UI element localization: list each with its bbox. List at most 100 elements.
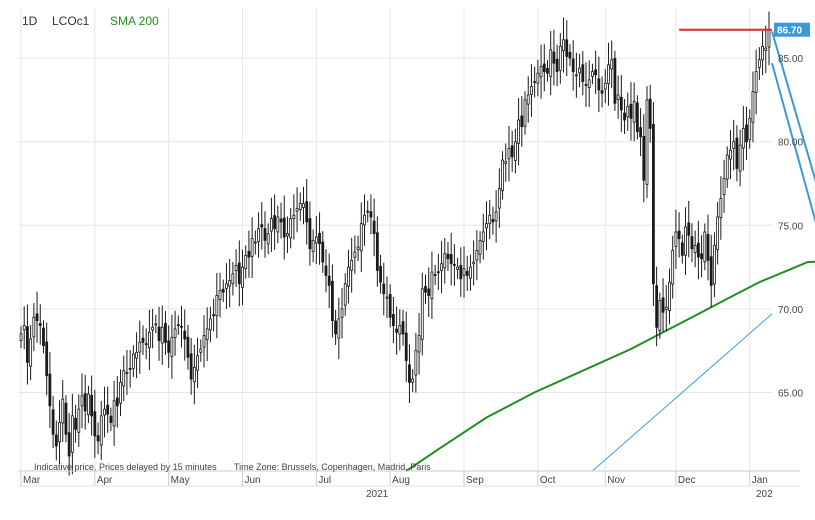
candle [481,213,485,260]
candle [661,278,665,332]
candle-body [610,59,614,70]
candle [305,178,309,245]
candle-body [722,178,726,195]
x-month-label: Jul [318,475,331,486]
x-month-label: Dec [678,475,696,486]
candle [526,76,530,123]
candle-body [507,148,511,160]
candle [314,215,318,265]
candle [80,373,84,429]
candle [735,125,739,182]
candle [635,95,639,140]
candle-body [151,326,155,331]
candle-body [459,264,463,280]
candle [391,296,395,344]
candle-body [764,47,768,51]
candle [32,303,36,352]
candle-body [629,103,633,119]
candle [510,130,514,172]
candle [565,20,569,77]
candle [754,49,758,115]
y-tick-label: 85.00 [778,54,803,65]
candle [212,298,216,332]
candle [51,396,55,448]
candle [74,404,77,443]
candle-body [343,283,347,306]
candle [327,253,331,309]
candle [324,249,328,293]
candle [70,393,74,475]
candle [67,413,71,476]
candle-body [131,353,135,369]
candle [164,310,167,355]
candle [167,325,171,368]
candle [645,86,649,199]
candle-body [375,232,379,271]
candle-body [189,353,193,380]
candle [632,82,636,142]
candle-body [225,283,228,289]
candle-body [578,67,581,74]
candle [594,50,598,94]
candle-body [440,263,443,272]
candle-body [228,280,232,287]
candle [343,273,347,316]
candle [298,192,302,221]
candle [273,194,277,250]
x-month-label: May [171,475,190,486]
candle [748,109,752,149]
candle [680,234,684,264]
candle [359,202,363,273]
candle [616,75,620,119]
candle-body [536,72,540,84]
candle [93,389,97,458]
candle-body [67,432,71,457]
candle [35,291,39,343]
candle [128,349,132,388]
candle-body [420,288,424,340]
candle [375,216,379,287]
candle [292,194,296,240]
candle-body [276,216,280,233]
candle-body [616,94,620,100]
x-year-label: 2021 [366,489,389,500]
candle-body [372,220,376,235]
candle-body [504,161,508,164]
candle-body [96,435,100,442]
candle-body [523,99,527,127]
candle-body [472,261,476,265]
candle-body [61,398,65,424]
candle-body [729,149,732,160]
candle [581,51,585,96]
candle [237,240,241,307]
candle-body [196,355,199,371]
candle-body [279,218,283,223]
candle-body [109,415,113,423]
candle-body [481,231,485,242]
candle [709,234,713,308]
candle [263,211,267,258]
candle-body [234,265,238,272]
candle-body [574,74,578,77]
candle [517,98,520,166]
candle-body [562,39,565,51]
interval-label[interactable]: 1D [22,14,38,28]
candle-body [735,137,739,169]
candle-body [632,101,636,123]
candle-body [501,159,504,192]
candle [539,44,543,99]
candle [26,304,29,385]
candle [478,231,482,264]
candle-body [517,119,520,144]
candle-body [526,94,530,105]
candle-body [664,306,668,310]
indicator-label[interactable]: SMA 200 [110,14,159,28]
symbol-label[interactable]: LCOc1 [52,14,90,28]
candle-body [436,271,440,274]
candle [253,230,257,255]
candle-body [324,265,328,276]
candle-body [305,201,309,223]
candle-body [568,51,572,59]
candle-body [115,397,119,407]
